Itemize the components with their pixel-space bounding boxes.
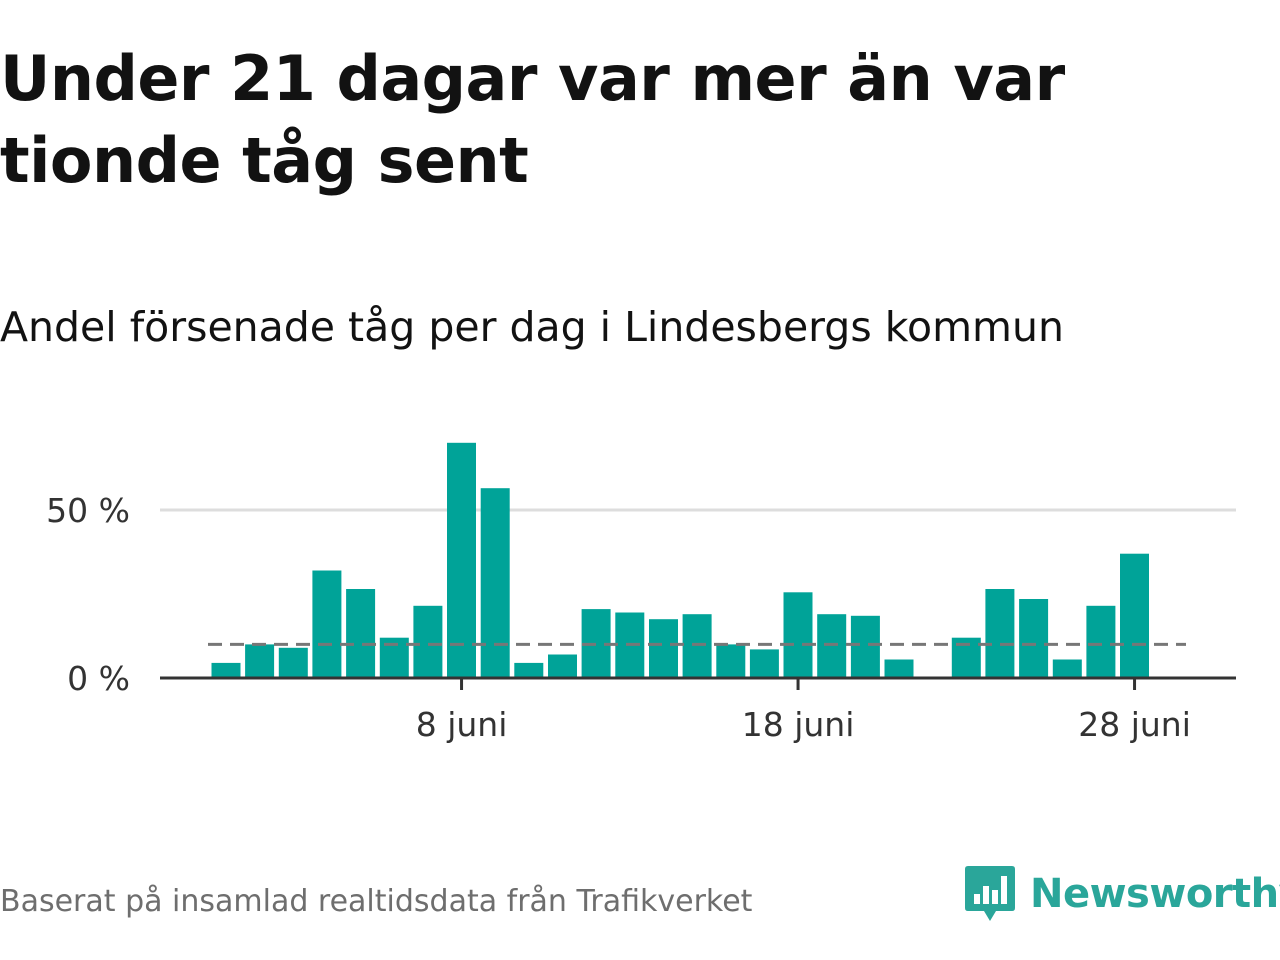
x-tick-label: 8 juni [416, 705, 508, 744]
bar [211, 662, 241, 678]
y-tick-label: 0 % [67, 659, 130, 698]
bar [850, 615, 880, 678]
bar [1052, 659, 1082, 678]
bar [312, 570, 342, 678]
source-note: Baserat på insamlad realtidsdata från Tr… [0, 884, 753, 919]
brand-name: Newsworthy [1030, 871, 1280, 917]
x-tick-label: 28 juni [1078, 705, 1191, 744]
chart-title: Under 21 dagar var mer än var tionde tåg… [0, 42, 1065, 197]
x-tick-label: 18 juni [742, 705, 855, 744]
bar-chart-speech-bubble-icon [965, 866, 1015, 921]
bar [447, 442, 476, 678]
brand[interactable]: Newsworthy [964, 864, 1280, 924]
bar [1019, 599, 1049, 678]
bar [884, 659, 914, 678]
bar [817, 614, 847, 678]
bar [716, 644, 746, 678]
bar [245, 644, 275, 678]
chart-subtitle: Andel försenade tåg per dag i Lindesberg… [0, 303, 1064, 351]
bar [649, 619, 678, 678]
bar [514, 662, 544, 678]
bar [413, 605, 443, 678]
bar [346, 589, 376, 678]
bar [682, 614, 712, 678]
bar-chart: 0 % 50 % 8 juni 18 juni 28 juni [46, 442, 1236, 744]
bar [749, 649, 779, 678]
bar [548, 654, 577, 678]
bar [985, 589, 1015, 678]
bar [1120, 553, 1149, 678]
bar [1086, 605, 1116, 678]
y-tick-label: 50 % [46, 491, 130, 530]
bar [480, 488, 510, 678]
bar [278, 647, 308, 678]
bar [783, 592, 813, 678]
